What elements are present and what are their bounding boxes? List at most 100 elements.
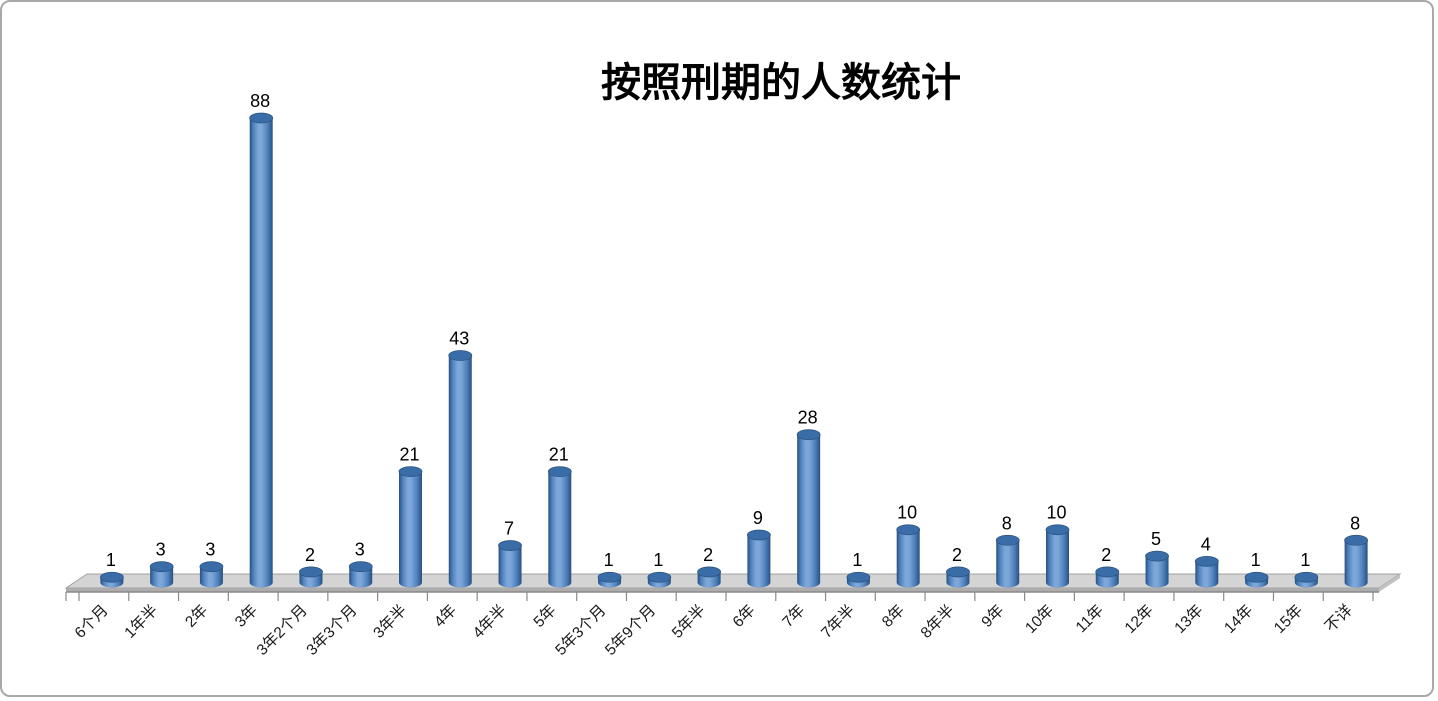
cylinder-body	[996, 540, 1020, 588]
category-label: 13年	[1171, 601, 1207, 637]
cylinder-top	[597, 571, 622, 583]
cylinder-top	[547, 466, 572, 478]
cylinder-top	[249, 112, 274, 124]
cylinder-top	[498, 540, 522, 551]
bar-4年半	[498, 540, 522, 588]
bar-13年	[1194, 555, 1219, 588]
cylinder-top	[1095, 566, 1120, 578]
cylinder-body	[150, 566, 174, 588]
category-label: 10年	[1021, 601, 1057, 637]
category-label: 3年3个月	[303, 601, 361, 659]
category-label: 3年	[231, 601, 261, 631]
value-label: 1	[106, 550, 116, 570]
value-label: 2	[703, 545, 713, 565]
cylinder-top	[149, 561, 174, 573]
bar-3年	[249, 112, 274, 588]
bar-7年半	[846, 571, 871, 588]
bar-6年	[746, 529, 771, 588]
cylinder-top	[398, 466, 423, 478]
cylinder-top	[1344, 534, 1369, 546]
value-label: 8	[1350, 513, 1360, 533]
cylinder-top	[299, 566, 323, 578]
bar-10年	[1045, 524, 1070, 588]
cylinder-body	[797, 434, 821, 588]
value-label: 43	[449, 329, 469, 349]
cylinder-body	[349, 566, 373, 588]
category-label: 11年	[1072, 601, 1107, 636]
value-label: 88	[250, 91, 270, 111]
bar-8年半	[946, 566, 970, 588]
value-label: 10	[897, 503, 917, 523]
bar-5年	[547, 466, 572, 588]
category-label: 不详	[1321, 601, 1356, 636]
value-label: 3	[156, 540, 166, 560]
cylinder-body	[199, 566, 223, 588]
cylinder-body	[1145, 556, 1169, 588]
cylinder-body	[1195, 561, 1219, 588]
cylinder-top	[746, 529, 771, 541]
bar-不详	[1344, 534, 1369, 588]
bar-7年	[796, 429, 821, 588]
cylinder-top	[697, 566, 722, 578]
category-label: 7年半	[818, 601, 859, 642]
cylinder-top	[1244, 571, 1269, 583]
cylinder-top	[199, 561, 224, 573]
value-label: 28	[798, 408, 818, 428]
category-label: 7年	[779, 601, 809, 631]
cylinder-top	[796, 429, 821, 441]
value-label: 1	[604, 550, 614, 570]
category-label: 12年	[1121, 601, 1157, 637]
cylinder-top	[946, 566, 970, 578]
cylinder-top	[846, 571, 871, 583]
value-label: 2	[952, 545, 962, 565]
value-label: 4	[1201, 534, 1211, 554]
bar-15年	[1294, 571, 1319, 588]
cylinder-top	[1045, 524, 1070, 536]
bar-12年	[1145, 550, 1169, 588]
value-label: 9	[753, 508, 763, 528]
value-label: 7	[504, 519, 514, 539]
cylinder-body	[448, 355, 472, 588]
cylinder-body	[548, 471, 572, 588]
bar-1年半	[149, 561, 174, 588]
bar-4年	[448, 350, 473, 588]
bar-3年3个月	[348, 561, 373, 588]
category-label: 4年	[430, 601, 460, 631]
category-label: 4年半	[469, 601, 510, 642]
category-label: 8年	[878, 601, 908, 631]
category-label: 6个月	[71, 601, 112, 642]
category-label: 15年	[1270, 601, 1306, 637]
value-label: 1	[852, 550, 862, 570]
category-label: 3年半	[370, 601, 411, 642]
category-label: 8年半	[917, 601, 958, 642]
cylinder-top	[348, 561, 373, 573]
bar-9年	[995, 534, 1020, 588]
cylinder-body	[399, 471, 422, 588]
bar-5年9个月	[647, 571, 672, 588]
floor-side-face	[1379, 574, 1400, 592]
bar-5年3个月	[597, 571, 622, 588]
cylinder-top	[1194, 555, 1219, 567]
bar-8年	[896, 524, 921, 588]
chart-plot-area: 16个月31年半32年883年23年2个月33年3个月213年半434年74年半…	[64, 91, 1402, 659]
category-label: 1年半	[121, 601, 162, 642]
cylinder-body	[747, 534, 771, 588]
category-label: 3年2个月	[253, 601, 311, 659]
bar-11年	[1095, 566, 1120, 588]
value-label: 2	[1101, 545, 1111, 565]
bar-14年	[1244, 571, 1269, 588]
bar-2年	[199, 561, 224, 588]
value-label: 8	[1002, 513, 1012, 533]
cylinder-top	[896, 524, 921, 536]
cylinder-top	[647, 571, 672, 583]
value-label: 10	[1046, 503, 1066, 523]
bar-3年2个月	[299, 566, 323, 588]
cylinder-body	[498, 545, 522, 588]
category-label: 5年半	[668, 601, 709, 642]
category-label: 14年	[1221, 601, 1257, 637]
bar-6个月	[99, 571, 124, 588]
cylinder-top	[99, 571, 124, 583]
category-label: 2年	[181, 601, 211, 631]
